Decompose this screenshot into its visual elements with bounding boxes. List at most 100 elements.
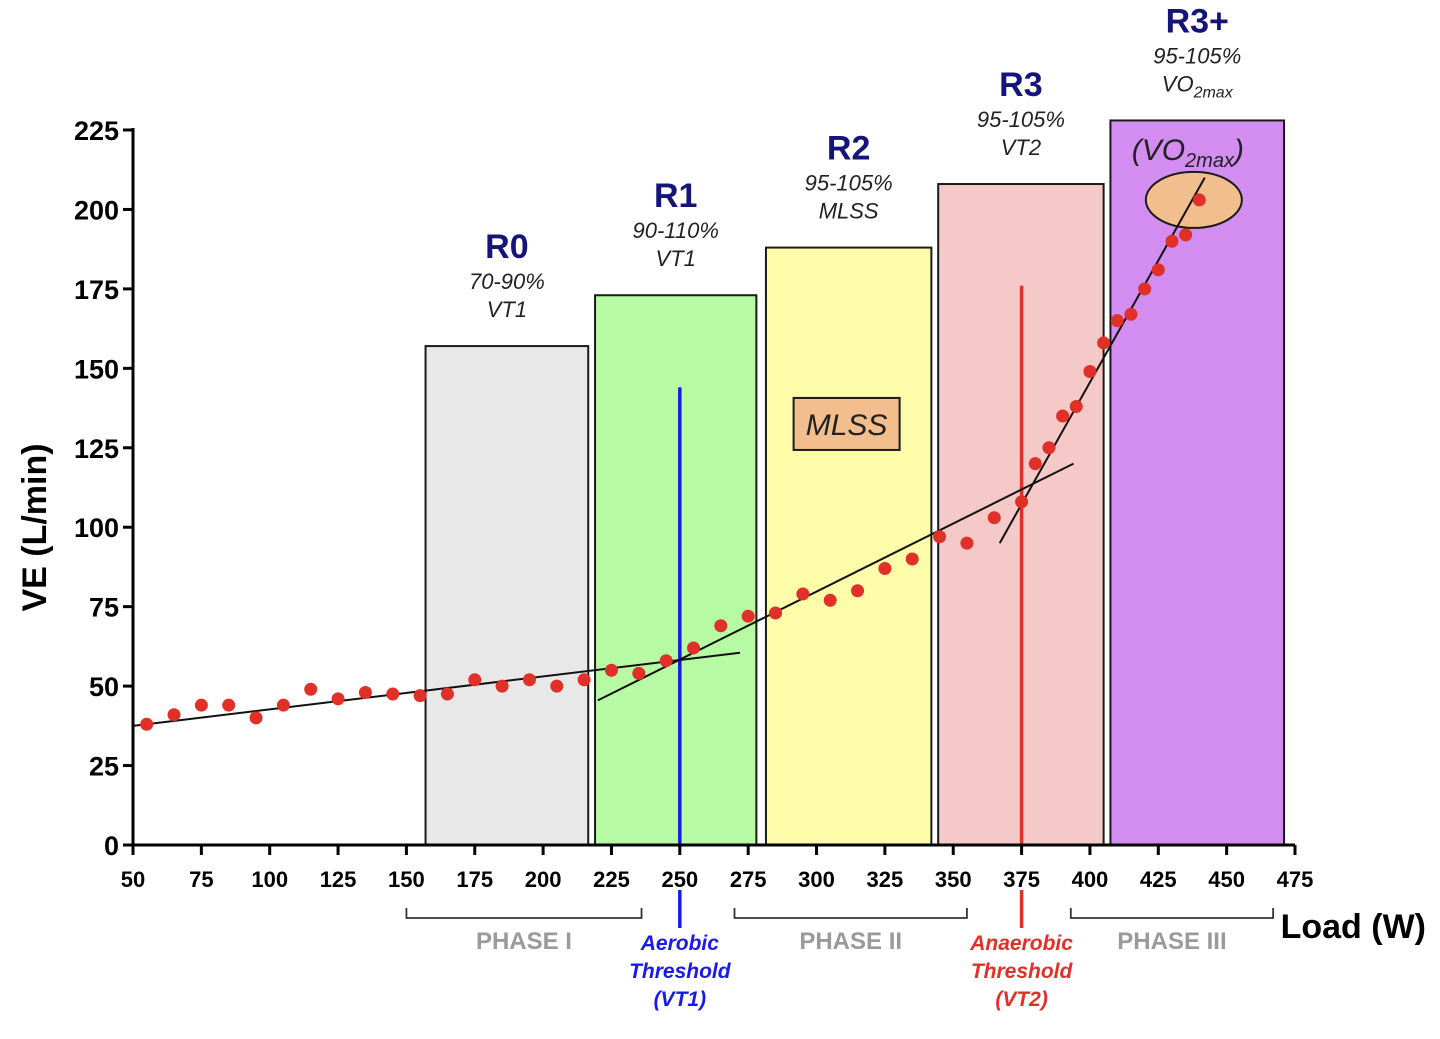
x-tick-label: 275 [730,867,767,892]
threshold-label-line: (VT2) [995,988,1048,1011]
mlss-annotation: MLSS [792,396,901,451]
y-tick-label: 125 [74,434,119,464]
data-point [1138,282,1152,296]
y-tick-label: 150 [74,354,119,384]
data-point [276,698,290,712]
data-point [659,654,673,668]
y-axis-title: VE (L/min) [16,443,54,611]
x-tick-label: 200 [525,867,562,892]
data-point [1110,314,1124,328]
x-tick-label: 75 [189,867,213,892]
threshold-label-line: Anaerobic [969,932,1073,955]
data-point [1028,457,1042,471]
x-tick-label: 175 [456,867,493,892]
data-point [1097,336,1111,350]
zone-label: R3+ [1166,2,1229,40]
data-point [358,685,372,699]
zone-intensity: 95-105% [977,107,1065,132]
data-point [331,692,345,706]
data-point [769,606,783,620]
data-point [140,717,154,731]
zone-intensity: 70-90% [469,269,545,294]
zone-reference: VO2max [1162,71,1234,101]
phase-bracket [405,908,643,919]
data-point [1192,193,1206,207]
zone-reference: VT1 [656,246,696,271]
x-tick-label: 225 [593,867,630,892]
data-point [1179,228,1193,242]
trend-line-2 [597,462,1074,702]
data-point [1042,441,1056,455]
phase-bracket [733,908,968,919]
data-point [468,673,482,687]
zone-bar [764,246,933,847]
threshold-label-line: (VT1) [654,988,707,1011]
data-point [933,530,947,544]
data-point [386,687,400,701]
vo2max-label: (VO2max) [1132,134,1244,172]
zone-intensity: 95-105% [805,171,893,196]
y-tick-label: 75 [89,593,119,623]
y-tick-label: 100 [74,513,119,543]
phase-label: PHASE II [799,928,902,955]
data-point [1151,263,1165,277]
phase-3: PHASE III [1069,908,1275,955]
trend-line-1 [132,651,741,727]
data-point [987,511,1001,525]
zone-intensity: 95-105% [1153,43,1241,68]
y-tick-label: 225 [74,116,119,146]
data-point [741,609,755,623]
data-point [1083,365,1097,379]
x-tick-label: 125 [320,867,357,892]
threshold-label-line: Aerobic [640,932,720,955]
data-point [1124,307,1138,321]
data-point [686,641,700,655]
mlss-box [792,396,901,451]
data-point [960,536,974,550]
data-point [222,698,236,712]
zone-reference: MLSS [819,199,879,224]
data-point [604,663,618,677]
zone-reference: VT1 [487,297,527,322]
y-tick-label: 50 [89,672,119,702]
data-point [550,679,564,693]
y-tick-label: 25 [89,752,119,782]
data-point [577,673,591,687]
phase-2: PHASE II [733,908,968,955]
data-point [167,708,181,722]
x-tick-label: 300 [798,867,835,892]
zone-bar [1109,119,1286,846]
data-point [1015,495,1029,509]
data-point [413,689,427,703]
zone-r0: R0 70-90% VT1 [424,228,590,846]
x-tick-label: 475 [1277,867,1314,892]
x-tick-label: 375 [1003,867,1040,892]
y-tick-label: 200 [74,195,119,225]
threshold-1-label: Aerobic Threshold (VT1) [629,890,732,1011]
x-tick-label: 150 [388,867,425,892]
x-tick-label: 350 [935,867,972,892]
y-tick-label: 175 [74,275,119,305]
threshold-label-line: Threshold [629,960,732,983]
x-tick-label: 325 [867,867,904,892]
phase-label: PHASE I [476,928,572,955]
x-tick-label: 450 [1208,867,1245,892]
x-tick-label: 50 [121,867,145,892]
data-point [440,687,454,701]
zone-label: R3 [999,66,1042,104]
phase-bracket [1069,908,1275,919]
data-point [194,698,208,712]
data-point [1056,409,1070,423]
data-point [522,673,536,687]
zone-label: R1 [654,177,697,215]
x-tick-label: 425 [1140,867,1177,892]
data-point [249,711,263,725]
data-point [878,562,892,576]
data-point [905,552,919,566]
zone-r3-plus: R3+ 95-105% VO2max [1109,2,1286,846]
threshold-label-line: Threshold [971,960,1074,983]
threshold-2-label: Anaerobic Threshold (VT2) [969,890,1074,1011]
data-point [304,682,318,696]
data-point [1165,234,1179,248]
